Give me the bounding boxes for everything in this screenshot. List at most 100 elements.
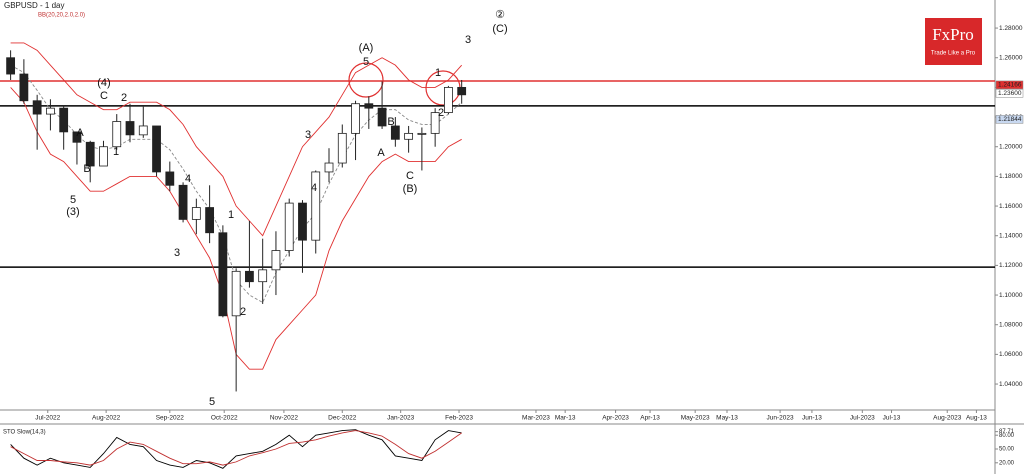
candle-body [231, 270, 241, 317]
candle-body [178, 184, 188, 220]
candle-body [6, 57, 16, 75]
candle-body [19, 73, 29, 102]
y-tick-label: 1.14000 [999, 232, 1023, 239]
y-tick-label: 1.28000 [999, 25, 1023, 32]
candle-body [112, 121, 122, 148]
x-tick-label: Dec-2022 [328, 415, 357, 422]
candle-body [311, 171, 321, 241]
wave-label: B [387, 116, 394, 128]
wave-label: 2 [240, 306, 246, 318]
logo-tagline: Trade Like a Pro [931, 51, 976, 57]
x-tick-label: Apr-2023 [602, 415, 629, 422]
candle-body [205, 207, 215, 234]
wave-label: 4 [311, 182, 317, 194]
x-tick-label: Aug-2023 [933, 415, 962, 422]
candle-body [457, 86, 467, 96]
x-tick-label: Oct-2022 [211, 415, 238, 422]
wave-label: 2 [121, 92, 127, 104]
x-tick-label: Mar-13 [555, 415, 576, 422]
candle-body [417, 132, 427, 135]
x-tick-label: Jan-2023 [387, 415, 414, 422]
price-tag-label: 1.21844 [998, 116, 1022, 123]
bollinger-band [10, 64, 462, 304]
x-tick-label: Aug-2022 [92, 415, 121, 422]
x-tick-label: Mar-2023 [522, 415, 550, 422]
wave-label: C [100, 90, 108, 102]
candle-body [390, 125, 400, 140]
bollinger-band [10, 42, 463, 237]
x-tick-label: Nov-2022 [270, 415, 299, 422]
x-tick-label: May-2023 [681, 415, 710, 422]
wave-label: 5 [70, 194, 76, 206]
wave-label: B [83, 163, 90, 175]
y-tick-label: 1.08000 [999, 321, 1023, 328]
y-tick-label: 1.10000 [999, 292, 1023, 299]
osc-tick-label: 80.00 [999, 433, 1015, 439]
x-tick-label: Jun-13 [802, 415, 822, 422]
candle-body [72, 131, 82, 143]
candle-body [191, 207, 201, 220]
price-tag [995, 115, 1024, 124]
candle-body [298, 202, 307, 241]
candle-body [404, 132, 414, 140]
wave-label: 1 [435, 67, 441, 79]
highlight-circle [348, 62, 384, 98]
wave-label: 3 [174, 247, 180, 259]
x-tick-label: Jul-2023 [850, 415, 875, 422]
subtitle: BB(20,20,2.0,2.0) [38, 13, 85, 19]
x-tick-label: Feb-2023 [445, 415, 473, 422]
wave-label: 1 [113, 146, 119, 158]
osc-tick-label: 50.00 [999, 447, 1015, 453]
price-tag-label: 1.23600 [998, 90, 1022, 97]
x-tick-label: Sep-2022 [156, 415, 185, 422]
candle-body [324, 162, 334, 173]
wave-label: 4 [185, 173, 191, 185]
wave-label: (3) [66, 206, 79, 218]
candle-body [337, 132, 347, 164]
candle-body [85, 141, 95, 167]
logo: FxPro [932, 25, 974, 44]
candle-body [46, 107, 55, 115]
candle-body [258, 269, 268, 283]
y-tick-label: 1.20000 [999, 143, 1023, 150]
wave-label: (C) [492, 23, 507, 35]
candle-body [99, 146, 108, 167]
osc-tick-label: 20.00 [999, 460, 1015, 466]
candle-body [430, 112, 440, 134]
wave-label: A [76, 127, 84, 139]
wave-label: 5 [209, 396, 215, 408]
y-tick-label: 1.12000 [999, 262, 1023, 269]
x-tick-label: Jul-13 [883, 415, 901, 422]
osc-tick-label: 87.71 [999, 429, 1015, 435]
candle-body [218, 232, 228, 317]
candle-body [165, 171, 175, 186]
candle-body [32, 100, 42, 115]
wave-label: C [406, 170, 414, 182]
wave-label: 3 [465, 34, 471, 46]
wave-label: A [377, 147, 385, 159]
x-tick-label: Apr-13 [640, 415, 660, 422]
candle-body [377, 107, 387, 127]
candle-body [125, 121, 135, 136]
wave-label: (A) [359, 42, 374, 54]
wave-label: 2 [438, 107, 444, 119]
price-tag-label: 1.24166 [998, 82, 1022, 89]
wave-label: 3 [305, 129, 311, 141]
logo-box [925, 18, 982, 65]
wave-label: 5 [363, 56, 369, 68]
x-tick-label: Jun-2023 [767, 415, 794, 422]
chart-title: GBPUSD - 1 day [4, 1, 64, 10]
price-tag [995, 80, 1024, 90]
stochastic-line [10, 430, 462, 466]
y-tick-label: 1.04000 [999, 381, 1023, 388]
y-tick-label: 1.18000 [999, 173, 1023, 180]
price-tag [995, 89, 1024, 98]
y-tick-label: 1.16000 [999, 203, 1023, 210]
candle-body [245, 270, 254, 283]
oscillator-title: STO Slow(14,3) [3, 430, 46, 436]
wave-label: ② [495, 9, 505, 21]
candle-body [152, 125, 161, 173]
wave-label: (4) [97, 77, 110, 89]
y-tick-label: 1.26000 [999, 54, 1023, 61]
